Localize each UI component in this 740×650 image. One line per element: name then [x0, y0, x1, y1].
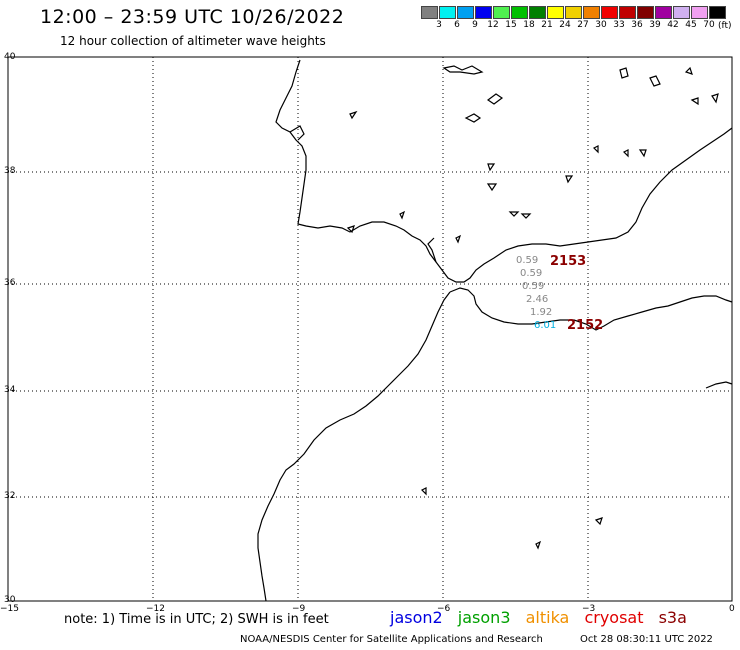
color-swatch — [637, 6, 654, 19]
color-scale-label: 3 — [436, 20, 442, 30]
lon-label: −3 — [582, 604, 596, 614]
map-subtitle: 12 hour collection of altimeter wave hei… — [60, 34, 326, 48]
color-swatch — [475, 6, 492, 19]
color-scale-label: 42 — [667, 20, 679, 30]
lat-label: 34 — [4, 385, 16, 395]
legend-jason3: jason3 — [457, 608, 511, 627]
legend-cryosat: cryosat — [584, 608, 644, 627]
wave-height-color-scale: 3 6 9 12 15 18 21 24 27 30 33 36 39 42 45 70 — [421, 6, 727, 30]
color-scale-label: 45 — [685, 20, 697, 30]
swh-value: 6.01 — [534, 320, 557, 331]
generation-timestamp: Oct 28 08:30:11 UTC 2022 — [580, 634, 713, 645]
color-swatch — [529, 6, 546, 19]
color-scale-label: 39 — [649, 20, 661, 30]
lon-label: −6 — [437, 604, 451, 614]
swh-value: 0.59 — [516, 255, 539, 266]
color-swatch — [511, 6, 528, 19]
color-scale-label: 33 — [613, 20, 625, 30]
legend-jason2: jason2 — [390, 608, 443, 627]
color-scale-label: 15 — [505, 20, 517, 30]
coastline — [257, 59, 733, 602]
lat-label: 30 — [4, 595, 16, 605]
lat-label: 36 — [4, 278, 16, 288]
footer-note: note: 1) Time is in UTC; 2) SWH is in fe… — [64, 612, 329, 627]
color-scale-label: 12 — [487, 20, 499, 30]
plot-frame — [7, 56, 733, 602]
scale-unit: (ft) — [718, 21, 732, 31]
color-scale-labels: 3 6 9 12 15 18 21 24 27 30 33 36 39 42 45 70 — [430, 20, 727, 30]
color-swatch — [493, 6, 510, 19]
legend-s3a: s3a — [658, 608, 687, 627]
track-time-label: 2152 — [567, 318, 604, 333]
color-swatches — [421, 6, 727, 19]
graticule — [8, 57, 732, 601]
color-swatch — [439, 6, 456, 19]
color-scale-label: 6 — [454, 20, 460, 30]
lon-label: −15 — [0, 604, 19, 614]
lon-label: 0 — [729, 604, 735, 614]
color-swatch — [565, 6, 582, 19]
lat-label: 32 — [4, 491, 16, 501]
color-swatch — [457, 6, 474, 19]
color-scale-label: 36 — [631, 20, 643, 30]
color-swatch — [547, 6, 564, 19]
lat-label: 38 — [4, 166, 16, 176]
color-swatch — [421, 6, 438, 19]
color-scale-label: 9 — [472, 20, 478, 30]
color-swatch — [601, 6, 618, 19]
color-swatch — [673, 6, 690, 19]
color-scale-label: 24 — [559, 20, 571, 30]
lon-label: −12 — [146, 604, 165, 614]
color-scale-label: 70 — [703, 20, 715, 30]
lon-label: −9 — [292, 604, 306, 614]
map-title: 12:00 – 23:59 UTC 10/26/2022 — [40, 6, 345, 28]
color-scale-label: 30 — [595, 20, 607, 30]
color-swatch — [583, 6, 600, 19]
legend-altika: altika — [525, 608, 570, 627]
swh-value: 0.59 — [520, 268, 543, 279]
lat-label: 40 — [4, 52, 16, 62]
color-swatch — [619, 6, 636, 19]
swh-value: 2.46 — [526, 294, 549, 305]
track-time-label: 2153 — [550, 254, 587, 269]
color-swatch — [655, 6, 672, 19]
color-scale-label: 18 — [523, 20, 535, 30]
color-scale-label: 27 — [577, 20, 589, 30]
color-swatch — [709, 6, 726, 19]
swh-value: 0.59 — [522, 281, 545, 292]
color-scale-label: 21 — [541, 20, 553, 30]
credit-line: NOAA/NESDIS Center for Satellite Applica… — [240, 634, 543, 645]
swh-value: 1.92 — [530, 307, 553, 318]
satellite-legend: jason2 jason3 altika cryosat s3a — [390, 608, 697, 627]
color-swatch — [691, 6, 708, 19]
